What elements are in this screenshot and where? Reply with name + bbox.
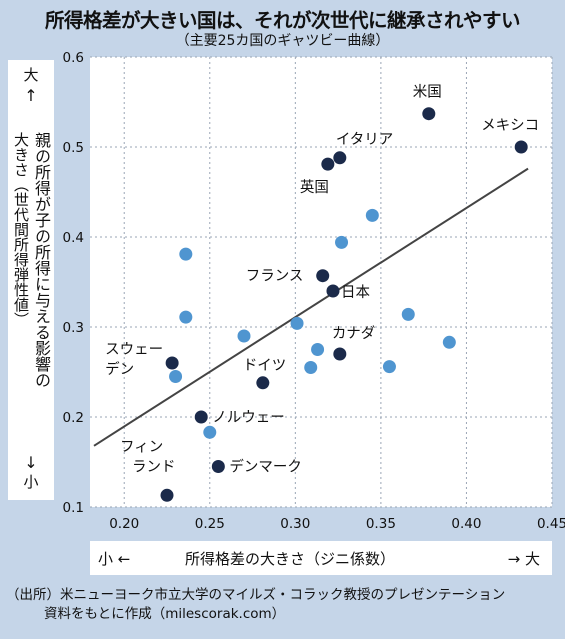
data-point-labeled [211, 460, 225, 473]
data-point [169, 370, 183, 383]
y-tick-label: 0.1 [63, 500, 84, 516]
point-label: ドイツ [243, 358, 286, 374]
data-point [179, 247, 193, 261]
up-arrow-icon: ↑ [24, 86, 38, 105]
data-point-labeled [316, 269, 330, 283]
data-point [203, 425, 217, 439]
data-points [160, 107, 528, 502]
x-tick-label: 0.35 [366, 516, 396, 532]
x-tick-labels: 0.20 0.25 0.30 0.35 0.40 0.45 [109, 516, 565, 532]
x-axis-small-label: 小 ← [98, 550, 131, 568]
data-point-labeled [326, 284, 340, 298]
data-point [401, 307, 415, 321]
point-label: カナダ [332, 325, 376, 342]
x-axis-big-label: → 大 [507, 550, 540, 568]
source-line2: 資料をもとに作成（milescorak.com） [44, 606, 286, 622]
data-point-labeled [333, 347, 347, 361]
y-axis-label-box: 大 ↑ 親の所得が子の所得に与える影響の 大きさ（世代間所得弾性値） ↓ 小 [8, 60, 54, 500]
data-point [442, 335, 456, 349]
y-tick-label: 0.2 [63, 410, 84, 426]
down-arrow-icon: ↓ [24, 453, 38, 472]
point-label: 英国 [300, 178, 329, 196]
trend-line-group [93, 167, 529, 447]
point-label: メキシコ [481, 118, 539, 134]
x-tick-label: 0.20 [109, 516, 139, 532]
point-label: デンマーク [229, 458, 301, 476]
data-point [311, 343, 325, 356]
scatter-chart: 0.10.20.30.40.50.6 0.20 0.25 0.30 0.35 0.40 0… [63, 50, 565, 532]
source-note: （出所）米ニューヨーク市立大学のマイルズ・コラック教授のプレゼンテーション 資料… [6, 586, 556, 624]
point-label: イタリア [336, 131, 393, 148]
point-label: フランス [246, 269, 304, 285]
data-point [237, 329, 251, 343]
data-point-labeled [160, 488, 174, 502]
data-point [382, 360, 396, 374]
x-tick-label: 0.25 [195, 516, 225, 532]
x-tick-label: 0.30 [280, 516, 310, 532]
data-point [304, 361, 318, 374]
data-point-labeled [321, 157, 335, 171]
y-axis-big-label: 大 [23, 66, 39, 84]
data-point [365, 208, 379, 222]
y-tick-label: 0.4 [63, 230, 84, 246]
data-point [179, 310, 193, 324]
y-tick-label: 0.5 [63, 140, 84, 156]
data-point [335, 235, 349, 249]
y-axis-small-label: 小 [23, 473, 39, 491]
data-point-labeled [256, 376, 270, 390]
chart-title: 所得格差が大きい国は、それが次世代に継承されやすい [44, 9, 521, 32]
point-label: ノルウェー [212, 409, 285, 426]
y-tick-label: 0.3 [63, 320, 84, 336]
data-point-labeled [333, 151, 347, 165]
data-point-labeled [514, 140, 528, 154]
plot-area [90, 57, 552, 507]
data-point [290, 316, 304, 330]
point-label-part: フィン [120, 439, 163, 455]
x-tick-label: 0.40 [451, 516, 481, 532]
data-point-labeled [165, 356, 179, 370]
data-point-labeled [194, 410, 208, 424]
trend-line [93, 167, 529, 447]
point-label: 日本 [341, 284, 370, 301]
data-point-labeled [422, 107, 436, 121]
point-label: 米国 [413, 84, 442, 101]
point-label: フィンランド [120, 439, 176, 475]
point-label-part: スウェー [105, 341, 163, 358]
source-line1: （出所）米ニューヨーク市立大学のマイルズ・コラック教授のプレゼンテーション [6, 587, 506, 603]
x-axis-label: 所得格差の大きさ（ジニ係数） [185, 550, 396, 568]
chart-subtitle: （主要25カ国のギャツビー曲線） [175, 33, 390, 49]
point-label-part: ランド [132, 459, 176, 475]
x-tick-label: 0.45 [537, 516, 565, 532]
y-tick-label: 0.6 [63, 50, 84, 66]
y-axis-label-line1: 親の所得が子の所得に与える影響の [32, 132, 51, 388]
point-label-part: デン [105, 360, 134, 378]
y-tick-labels: 0.1 0.2 0.3 0.4 0.5 0.6 [63, 50, 84, 516]
x-axis-label-box: 小 ← 所得格差の大きさ（ジニ係数） → 大 [90, 541, 552, 575]
y-axis-label-line2: 大きさ（世代間所得弾性値） [12, 132, 30, 327]
grid-lines [90, 56, 553, 508]
point-label: スウェーデン [105, 341, 163, 378]
